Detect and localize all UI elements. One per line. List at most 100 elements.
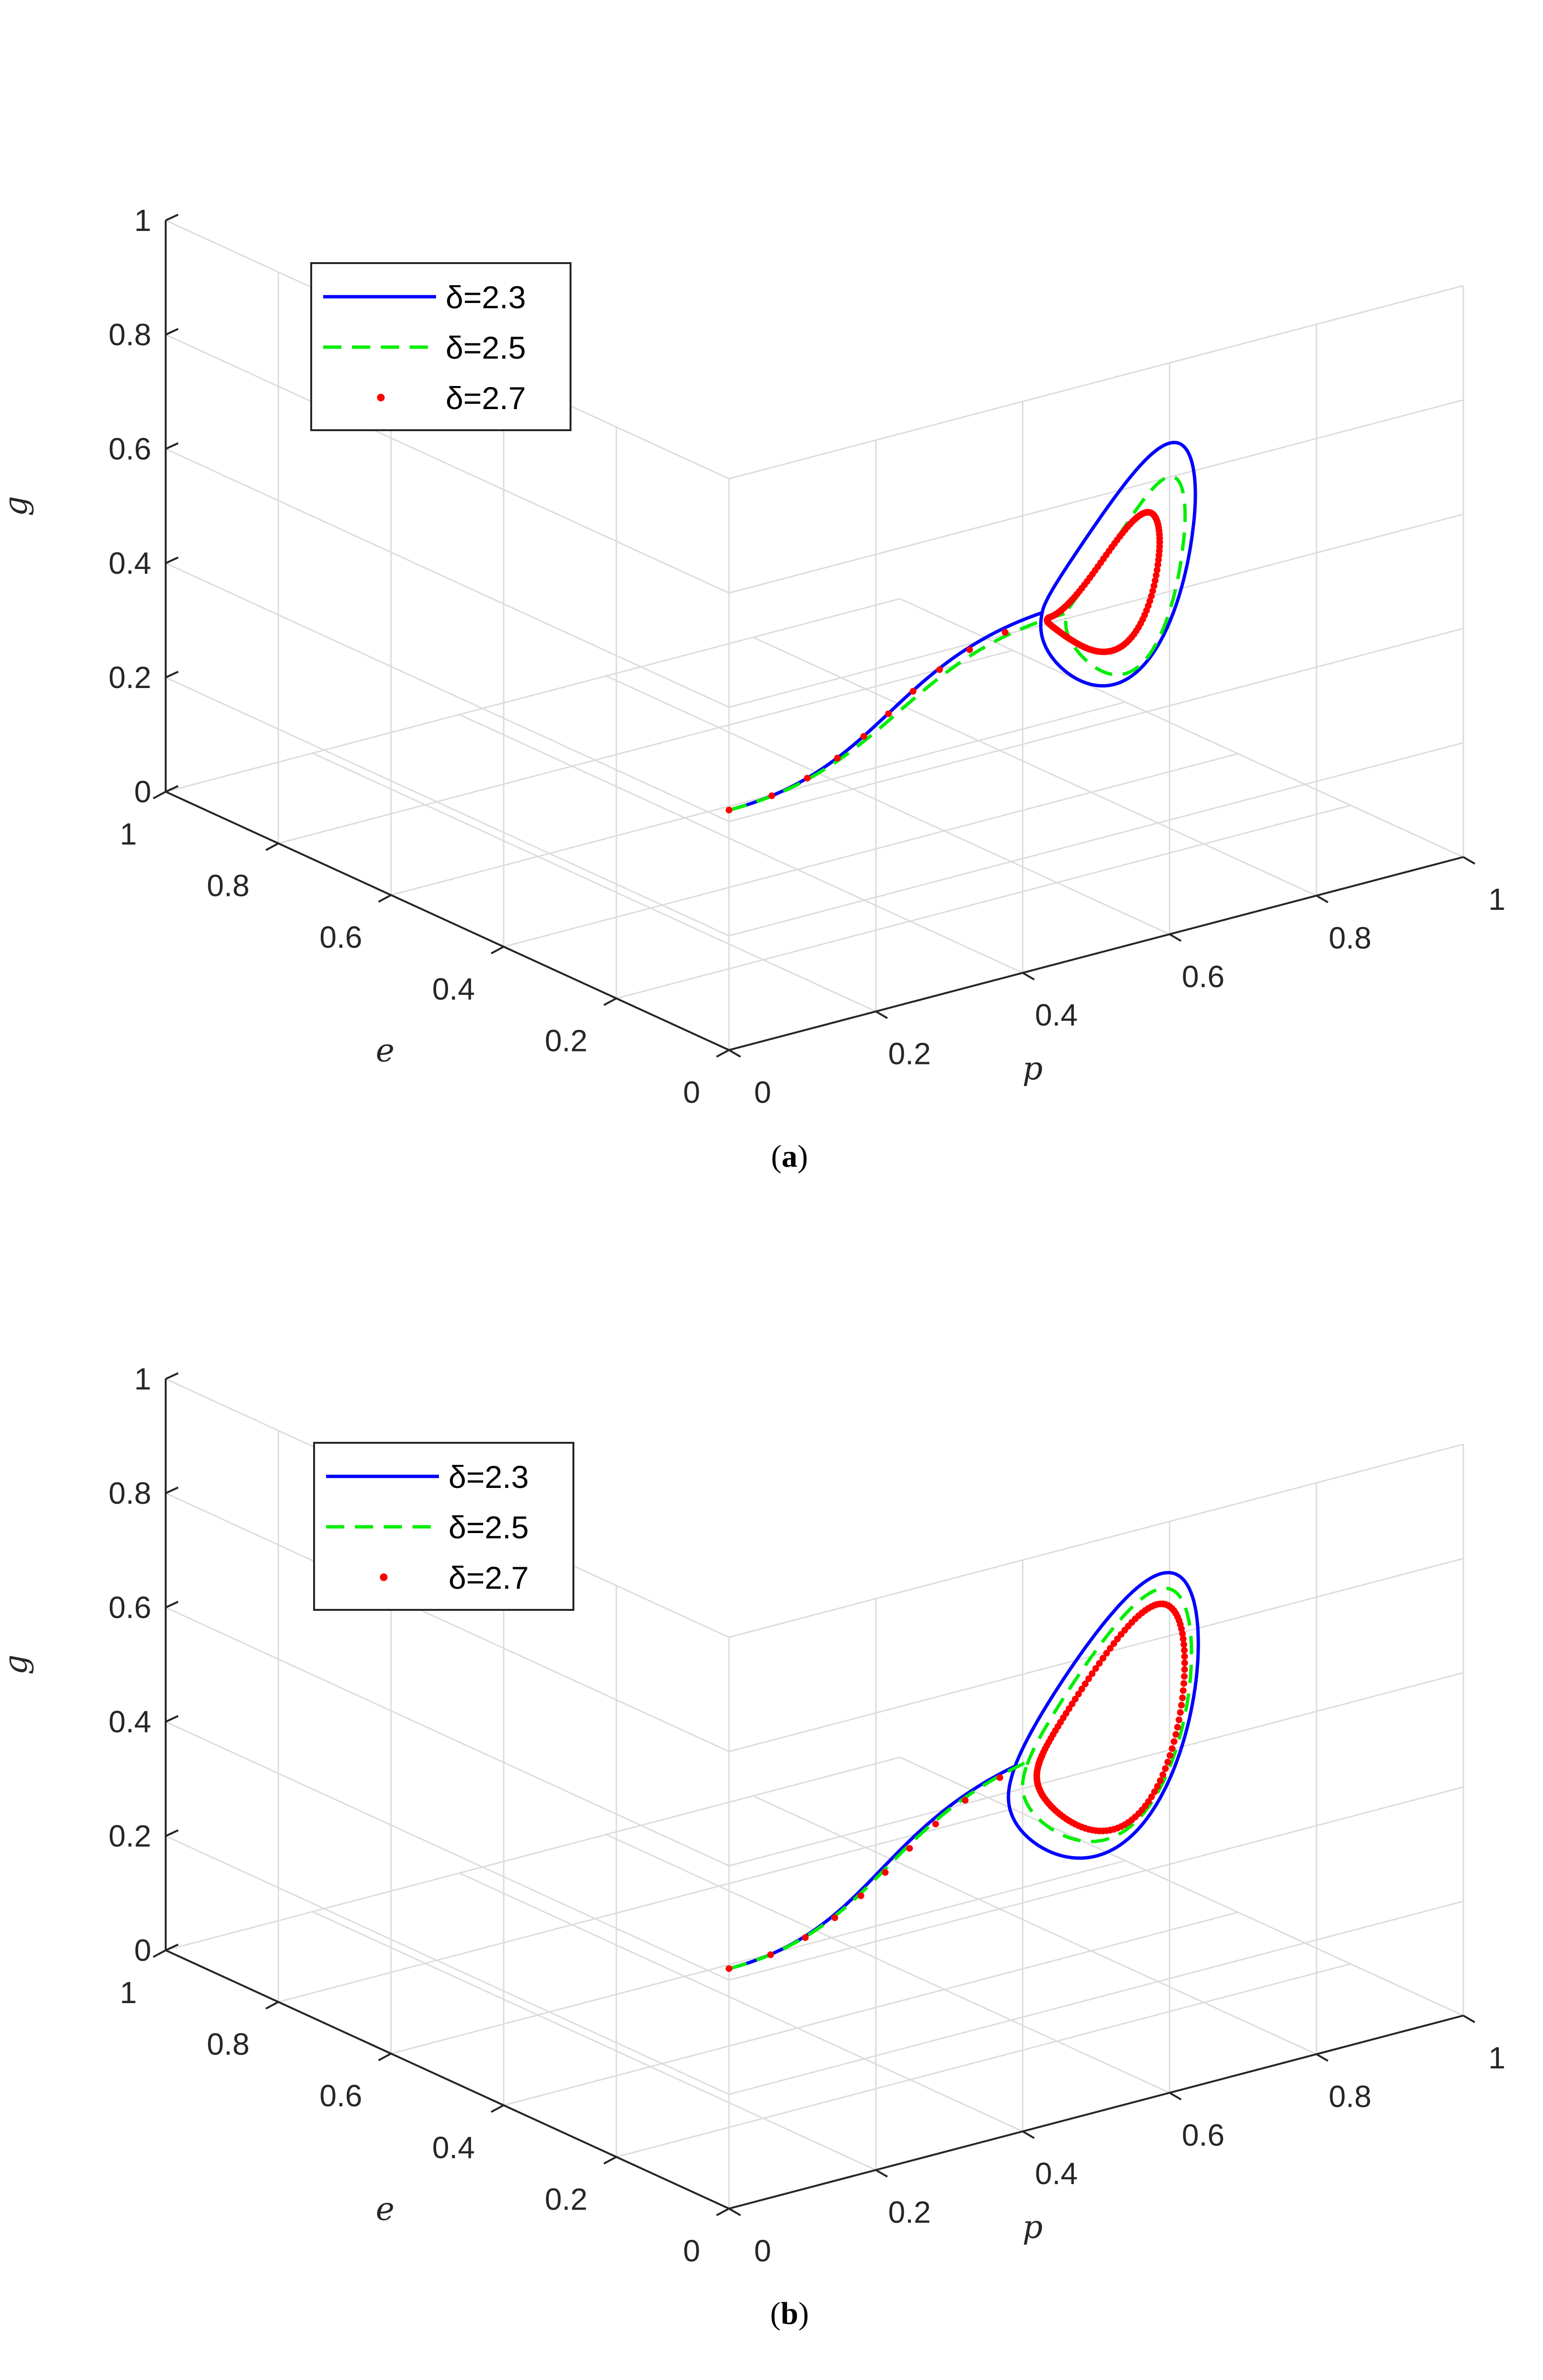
series-2-point	[1085, 1675, 1092, 1682]
grid-line	[729, 742, 1464, 937]
series-2-point	[1002, 629, 1008, 636]
series-2-point	[726, 1965, 732, 1972]
panel-b: 0 0 0 0.2 0.2 0.2 0.4 0.4 0.4 0.6 0.6 0.6 0.8 0.8 0.8 1…	[0, 1362, 1506, 2331]
g-tick-label: 0.6	[109, 1590, 151, 1625]
series-2-point	[1164, 1759, 1171, 1765]
e-tick	[490, 2104, 504, 2113]
p-axis-label: p	[1022, 2209, 1043, 2246]
panel-label: (b)	[770, 2296, 809, 2331]
series-1-line	[729, 1586, 1193, 1970]
e-tick	[153, 1949, 166, 1958]
grid-line	[729, 1443, 1464, 1638]
e-tick	[265, 842, 279, 851]
g-tick	[165, 442, 179, 450]
grid-line	[165, 1492, 729, 1752]
series-2-point	[857, 1892, 864, 1899]
series-2-point	[1166, 1752, 1174, 1759]
p-tick	[728, 1049, 741, 1058]
p-axis-line	[729, 856, 1464, 1051]
series-2-point	[834, 754, 841, 761]
e-tick	[716, 2208, 729, 2216]
series-2-markers	[726, 1600, 1188, 1972]
legend: δ=2.3 δ=2.5 δ=2.7	[313, 1442, 574, 1611]
series-2-point	[1075, 1691, 1082, 1698]
grid-line	[729, 513, 1464, 708]
series-2-point	[1151, 1788, 1158, 1795]
grid-line	[616, 804, 1351, 999]
legend-entry-1: δ=2.5	[323, 330, 526, 365]
grid-line	[729, 1786, 1464, 1981]
grid-line	[165, 1607, 729, 1867]
p-tick	[875, 1010, 888, 1019]
series-2-point	[1078, 1685, 1085, 1692]
e-tick-label: 0	[683, 1075, 700, 1110]
g-tick	[165, 1372, 179, 1380]
series-2-point	[1149, 587, 1156, 594]
grid-line	[390, 1860, 1126, 2054]
series-0-line	[729, 1571, 1200, 1970]
series-2-point	[1099, 1655, 1106, 1662]
series-2-point	[1174, 1724, 1181, 1731]
g-tick	[165, 1601, 179, 1608]
legend-entry-1: δ=2.5	[326, 1510, 529, 1545]
series-2-point	[1069, 1700, 1076, 1707]
data-curves	[726, 441, 1197, 814]
series-2-point	[1181, 1666, 1188, 1673]
e-tick	[716, 1049, 729, 1058]
series-2-point	[1181, 1653, 1188, 1660]
p-tick-label: 0.8	[1329, 2079, 1372, 2114]
p-tick	[875, 2169, 888, 2178]
series-2-point	[1179, 1635, 1187, 1643]
p-tick-label: 0	[754, 1075, 771, 1110]
grid-line	[165, 562, 729, 822]
e-tick	[603, 2156, 617, 2165]
series-2-point	[1168, 1745, 1176, 1752]
series-2-point	[966, 646, 973, 653]
grid-line	[165, 598, 900, 793]
series-2-point	[1072, 1695, 1079, 1703]
p-tick-label: 0	[754, 2234, 771, 2268]
legend-box	[310, 262, 571, 431]
p-tick-label: 0.4	[1035, 998, 1078, 1032]
series-2-point	[1153, 572, 1160, 579]
g-tick	[165, 1715, 179, 1723]
series-2-point	[1154, 567, 1161, 574]
panel-label-letter: a	[782, 1139, 798, 1174]
series-2-point	[1180, 1641, 1188, 1648]
e-tick-label: 0	[683, 2234, 700, 2268]
grid-line	[616, 1963, 1351, 2158]
series-2-point	[1170, 1738, 1178, 1745]
series-2-point	[1176, 1716, 1182, 1724]
series-2-point	[1089, 1670, 1096, 1677]
g-tick-label: 0.4	[109, 1704, 151, 1739]
series-2-point	[882, 1869, 889, 1876]
grid-line	[165, 334, 729, 594]
axes: 0 0 0 0.2 0.2 0.2 0.4 0.4 0.4 0.6 0.6 0.6 0.8 0.8 0.8 1…	[0, 203, 1506, 1110]
grid-line	[165, 1721, 729, 1981]
p-tick	[1022, 972, 1035, 980]
series-2-point	[932, 1821, 939, 1828]
series-2-point	[1044, 616, 1051, 623]
e-tick	[378, 2053, 392, 2061]
g-tick-label: 0.8	[109, 1476, 151, 1510]
g-tick	[165, 556, 179, 564]
grid-line	[503, 1911, 1239, 2106]
p-tick	[1462, 856, 1476, 865]
grid-line	[729, 628, 1464, 822]
grid-line	[459, 713, 1023, 974]
e-axis-label: e	[376, 2190, 394, 2227]
series-2-point	[1035, 1761, 1042, 1768]
grid-line	[503, 753, 1239, 948]
e-axis-line	[165, 791, 729, 1051]
grid-line	[278, 650, 1013, 845]
e-tick-label: 1	[120, 817, 137, 851]
series-2-point	[1148, 1793, 1155, 1800]
p-tick	[728, 2208, 741, 2216]
g-axis-label: g	[0, 1655, 34, 1675]
g-tick	[165, 671, 179, 678]
grid-line	[165, 448, 729, 708]
e-tick-label: 0.4	[432, 972, 475, 1006]
series-2-point	[1181, 1673, 1188, 1680]
legend-entry-2: δ=2.7	[380, 1560, 529, 1595]
legend-label: δ=2.5	[449, 1510, 529, 1545]
